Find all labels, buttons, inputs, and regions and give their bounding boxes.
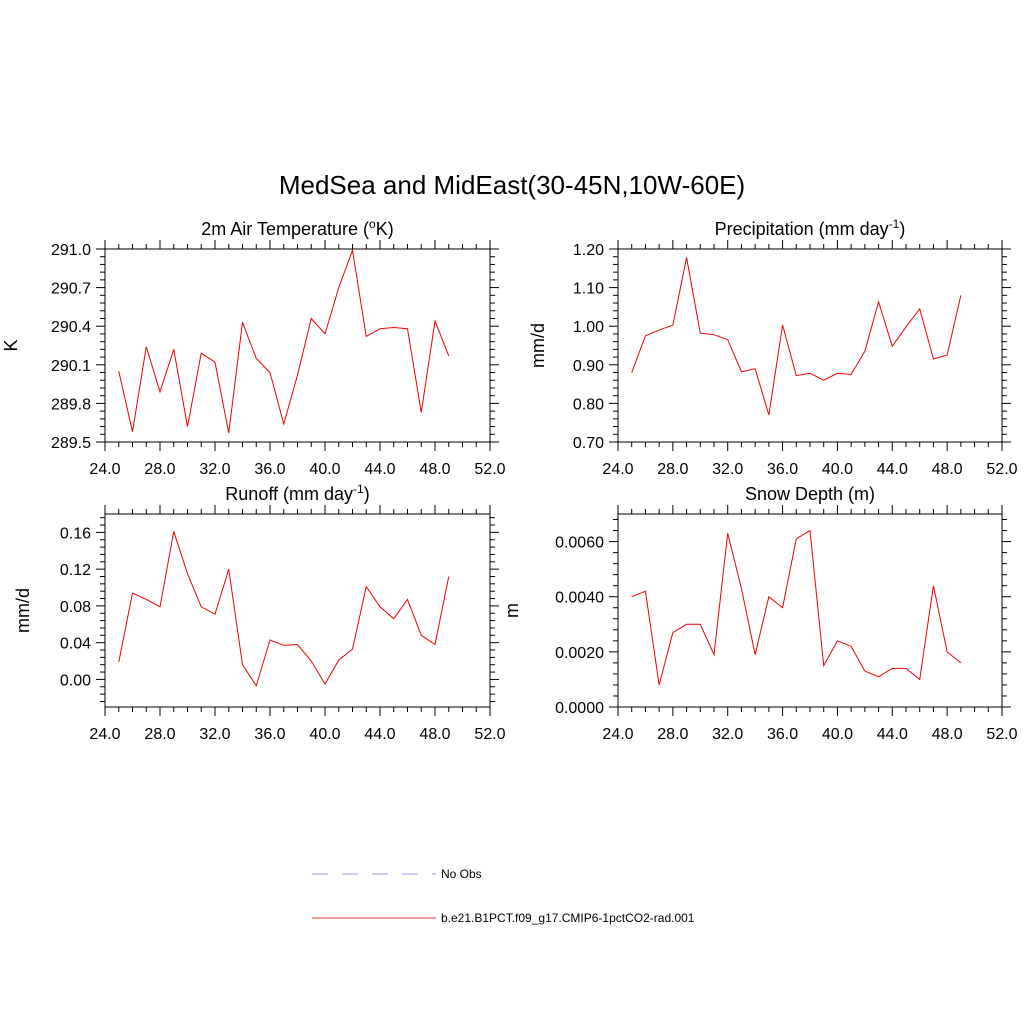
x-tick-label: 28.0 — [657, 726, 688, 743]
legend: No Obs b.e21.B1PCT.f09_g17.CMIP6-1pctCO2… — [312, 867, 695, 925]
series-line-precipitation — [631, 257, 962, 416]
panel-title-precipitation: Precipitation (mm day-1) — [715, 217, 906, 239]
panel-precipitation: Precipitation (mm day-1) mm/d 24.0 28.0 32.0… — [528, 217, 1018, 478]
x-tick-label: 24.0 — [602, 726, 633, 743]
y-tick-label: 0.04 — [60, 636, 91, 653]
y-axis-label-air-temperature: K — [1, 339, 21, 351]
panel-air-temperature: 2m Air Temperature (oK) K 24.0 28.0 32.0 36.0… — [1, 217, 506, 478]
y-tick-label: 0.00 — [60, 672, 91, 689]
x-tick-label: 52.0 — [474, 461, 505, 478]
y-tick-label: 0.12 — [60, 562, 91, 579]
plot-frame — [104, 513, 491, 708]
y-tick-label: 1.10 — [573, 281, 604, 298]
x-tick-label: 28.0 — [144, 461, 175, 478]
x-tick-label: 28.0 — [657, 461, 688, 478]
figure-title: MedSea and MidEast(30-45N,10W-60E) — [279, 170, 745, 200]
x-tick-label: 24.0 — [89, 461, 120, 478]
x-tick-label: 40.0 — [822, 461, 853, 478]
y-axis-label-precipitation: mm/d — [528, 323, 548, 368]
x-tick-label: 52.0 — [474, 726, 505, 743]
legend-label-no-obs: No Obs — [441, 867, 482, 881]
x-tick-label: 32.0 — [199, 726, 230, 743]
y-tick-label: 289.5 — [51, 435, 91, 452]
x-tick-label: 48.0 — [419, 461, 450, 478]
series-line-snow-depth — [631, 529, 962, 686]
panel-title-runoff: Runoff (mm day-1) — [225, 482, 369, 504]
plot-frame — [617, 513, 1003, 708]
x-tick-label: 24.0 — [602, 461, 633, 478]
y-tick-label: 290.1 — [51, 358, 91, 375]
x-tick-label: 52.0 — [986, 726, 1017, 743]
x-tick-label: 32.0 — [199, 461, 230, 478]
y-tick-label: 0.0020 — [555, 645, 604, 662]
x-tick-label: 44.0 — [364, 461, 395, 478]
y-tick-label: 290.4 — [51, 319, 91, 336]
x-tick-label: 44.0 — [364, 726, 395, 743]
y-tick-label: 1.00 — [573, 319, 604, 336]
y-axis-label-runoff: mm/d — [13, 588, 33, 633]
y-axis-label-snow-depth: m — [502, 603, 522, 618]
y-tick-label: 1.20 — [573, 242, 604, 259]
x-tick-label: 48.0 — [419, 726, 450, 743]
y-tick-label: 0.70 — [573, 435, 604, 452]
y-tick-label: 291.0 — [51, 242, 91, 259]
y-tick-label: 0.0040 — [555, 590, 604, 607]
x-tick-label: 24.0 — [89, 726, 120, 743]
x-tick-label: 36.0 — [767, 461, 798, 478]
x-tick-label: 44.0 — [877, 726, 908, 743]
x-tick-label: 36.0 — [254, 461, 285, 478]
legend-label-model-run: b.e21.B1PCT.f09_g17.CMIP6-1pctCO2-rad.00… — [441, 911, 695, 925]
plot-frame — [104, 248, 491, 443]
x-tick-label: 32.0 — [712, 726, 743, 743]
series-line-air-temperature — [118, 248, 450, 434]
y-tick-label: 289.8 — [51, 396, 91, 413]
x-tick-label: 36.0 — [254, 726, 285, 743]
panel-title-snow-depth: Snow Depth (m) — [745, 484, 875, 504]
y-tick-label: 0.80 — [573, 396, 604, 413]
x-tick-label: 44.0 — [877, 461, 908, 478]
y-tick-label: 0.0060 — [555, 535, 604, 552]
x-tick-label: 52.0 — [986, 461, 1017, 478]
y-tick-label: 290.7 — [51, 281, 91, 298]
panel-snow-depth: Snow Depth (m) m 24.0 28.0 32.0 36.0 40.0 44.0 4… — [502, 484, 1018, 743]
y-tick-label: 0.16 — [60, 525, 91, 542]
y-tick-label: 0.08 — [60, 599, 91, 616]
y-tick-label: 0.0000 — [555, 700, 604, 717]
x-tick-label: 28.0 — [144, 726, 175, 743]
x-tick-label: 48.0 — [932, 726, 963, 743]
series-line-runoff — [118, 531, 450, 688]
plot-frame — [617, 248, 1003, 443]
panel-runoff: Runoff (mm day-1) mm/d 24.0 28.0 32.0 36.0 40.… — [13, 482, 506, 743]
x-tick-label: 40.0 — [309, 726, 340, 743]
x-tick-label: 36.0 — [767, 726, 798, 743]
x-tick-label: 40.0 — [822, 726, 853, 743]
x-tick-label: 40.0 — [309, 461, 340, 478]
x-tick-label: 48.0 — [932, 461, 963, 478]
x-tick-label: 32.0 — [712, 461, 743, 478]
y-tick-label: 0.90 — [573, 358, 604, 375]
panel-title-air-temperature: 2m Air Temperature (oK) — [201, 217, 393, 239]
